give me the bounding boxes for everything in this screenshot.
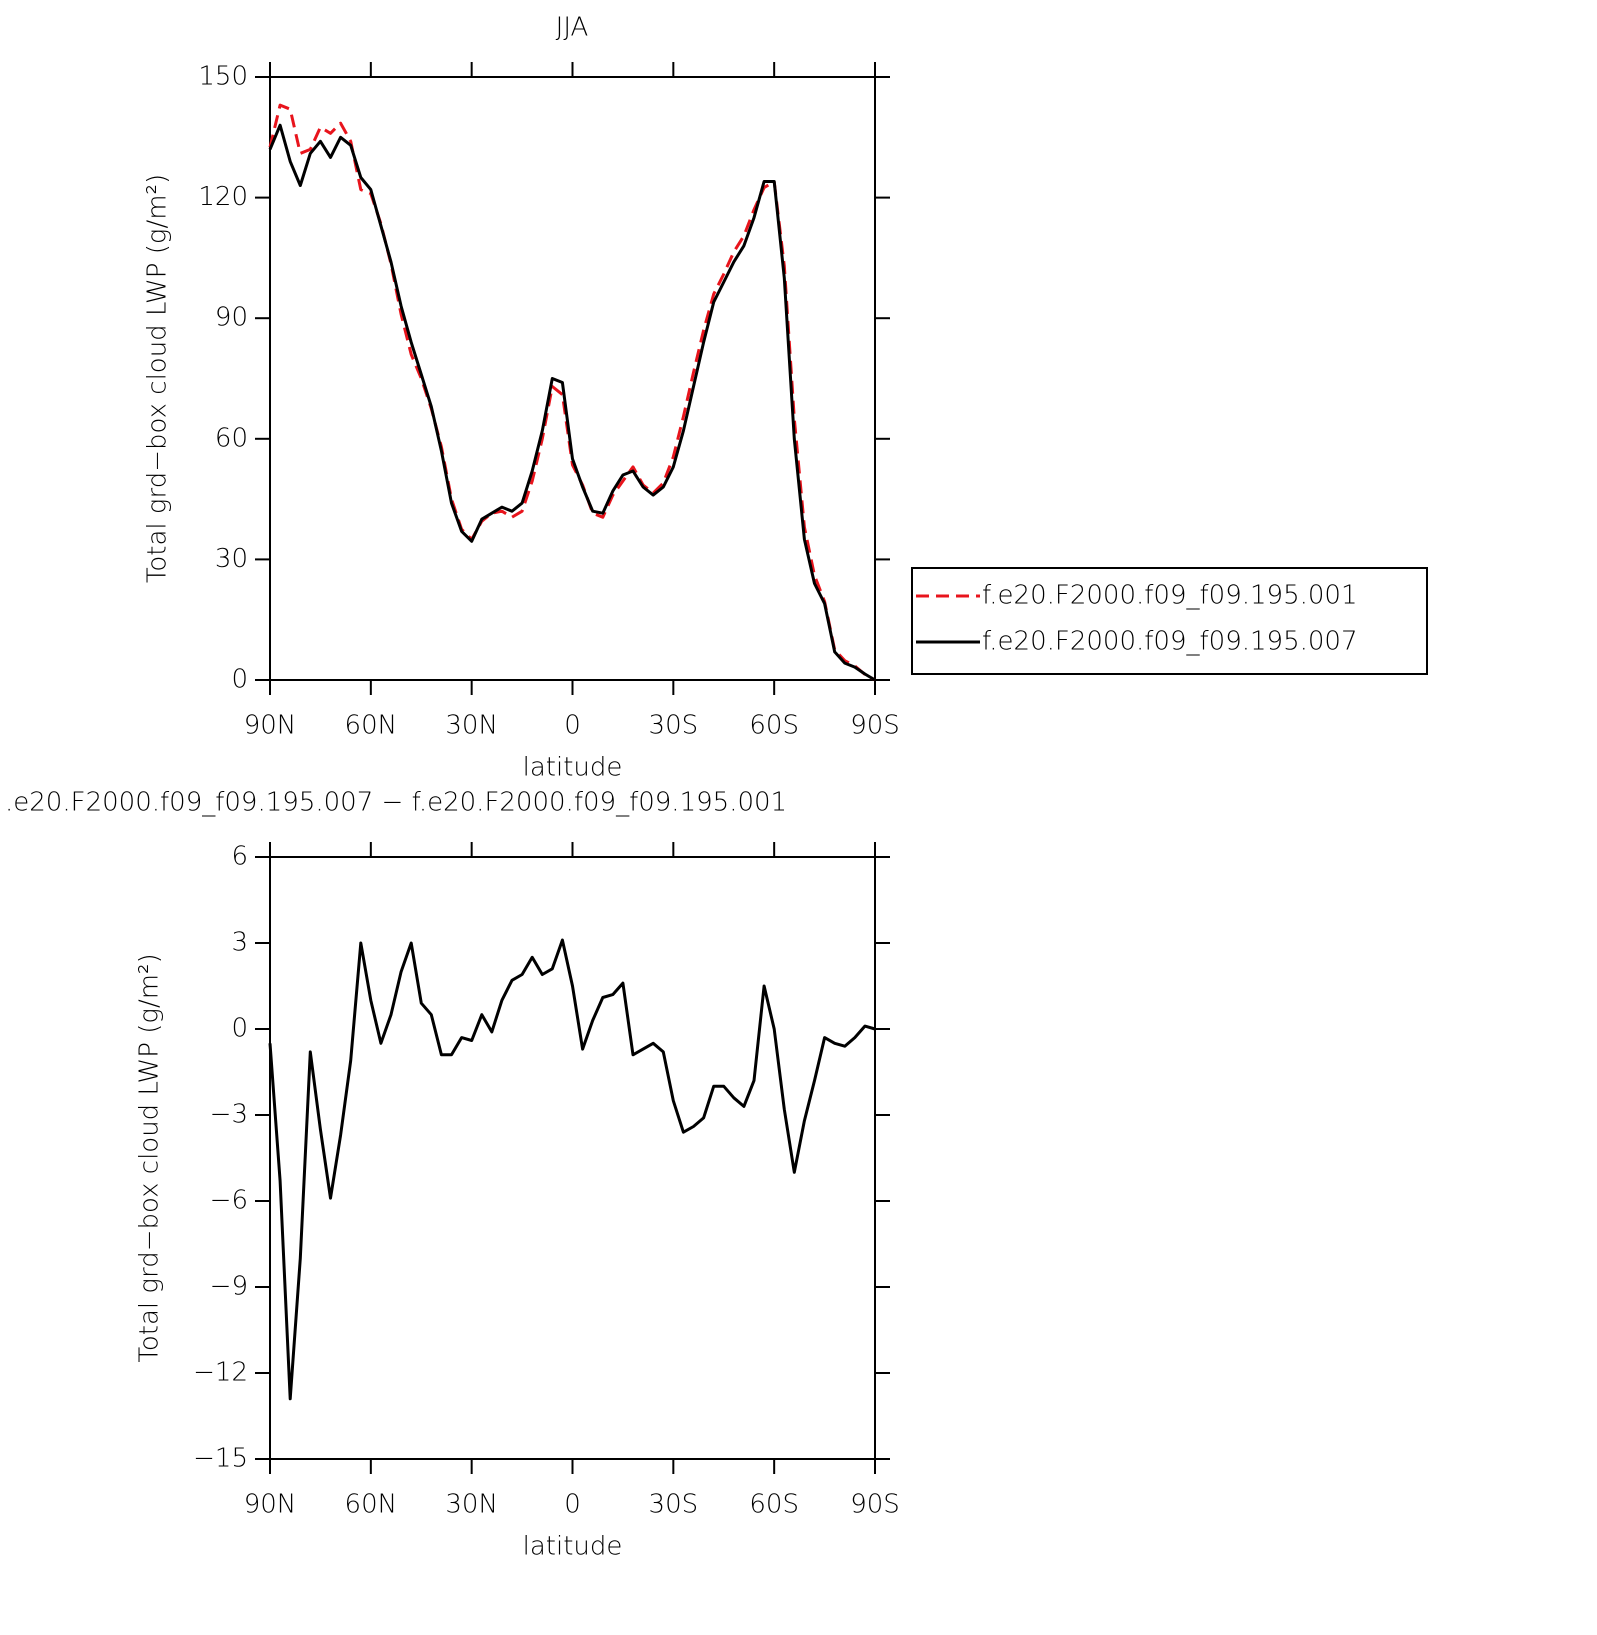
x-tick-label: 90S — [850, 1490, 900, 1520]
y-tick-label: 6 — [231, 842, 248, 872]
y-tick-label: −15 — [193, 1444, 248, 1474]
y-tick-label: 30 — [215, 544, 248, 574]
chart-title: JJA — [556, 13, 589, 43]
x-axis-label: latitude — [523, 753, 623, 783]
y-tick-label: −12 — [193, 1358, 248, 1388]
x-tick-label: 30N — [445, 711, 498, 741]
x-tick-label: 60N — [345, 711, 398, 741]
y-tick-label: 60 — [215, 423, 248, 453]
legend-label: f.e20.F2000.f09_f09.195.007 — [982, 627, 1358, 657]
y-tick-label: −3 — [210, 1100, 248, 1130]
x-tick-label: 90N — [244, 1490, 297, 1520]
series-line — [268, 938, 876, 1401]
y-tick-label: 90 — [215, 303, 248, 333]
x-tick-label: 60S — [749, 711, 799, 741]
x-tick-label: 0 — [564, 1490, 581, 1520]
legend-box — [911, 567, 1428, 675]
y-tick-label: −6 — [210, 1186, 248, 1216]
legend-label: f.e20.F2000.f09_f09.195.001 — [982, 581, 1358, 611]
y-tick-label: 120 — [198, 182, 248, 212]
y-tick-label: 150 — [198, 62, 248, 92]
x-tick-label: 90S — [850, 711, 900, 741]
x-tick-label: 30S — [649, 711, 699, 741]
x-tick-label: 90N — [244, 711, 297, 741]
series-line — [268, 103, 876, 682]
plot-frame — [269, 76, 876, 681]
x-tick-label: 0 — [564, 711, 581, 741]
x-tick-label: 60S — [749, 1490, 799, 1520]
x-tick-label: 30N — [445, 1490, 498, 1520]
x-axis-label: latitude — [523, 1532, 623, 1562]
y-axis-label: Total grd−box cloud LWP (g/m²) — [143, 174, 173, 583]
y-tick-label: 0 — [231, 1014, 248, 1044]
series-line — [268, 123, 876, 682]
y-tick-label: −9 — [210, 1272, 248, 1302]
y-tick-label: 0 — [231, 665, 248, 695]
y-tick-label: 3 — [231, 928, 248, 958]
x-tick-label: 60N — [345, 1490, 398, 1520]
x-tick-label: 30S — [649, 1490, 699, 1520]
chart-title: .e20.F2000.f09_f09.195.007 − f.e20.F2000… — [5, 788, 787, 818]
y-axis-label: Total grd−box cloud LWP (g/m²) — [135, 953, 165, 1362]
